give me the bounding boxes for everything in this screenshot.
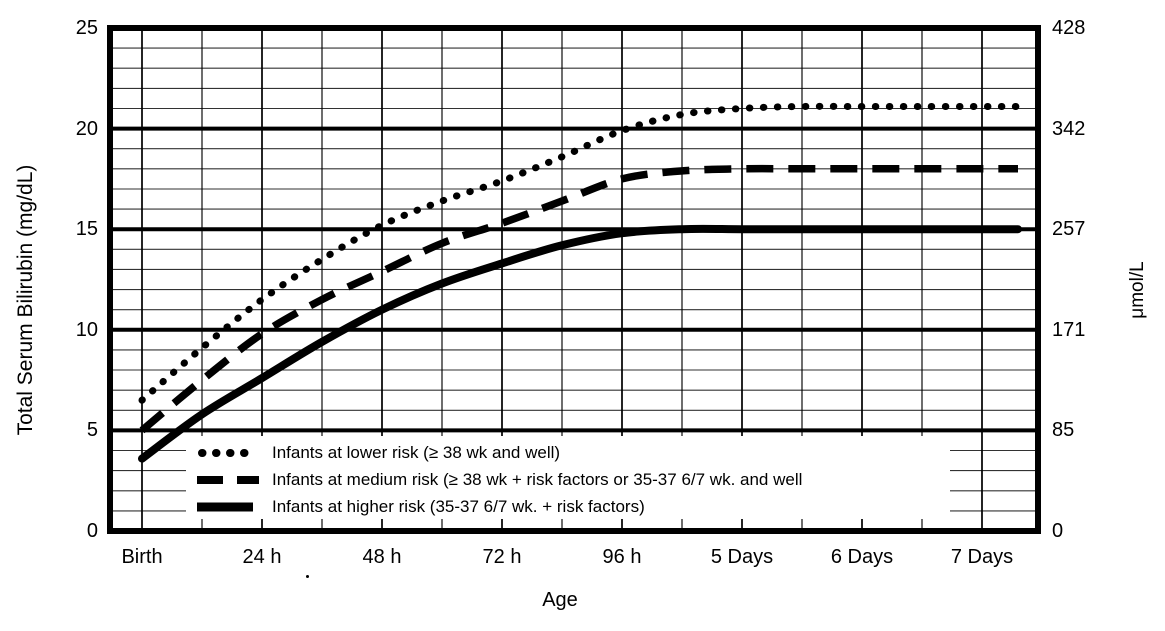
y-right-tick-0: 0 <box>1052 520 1064 542</box>
y-right-tick-342: 342 <box>1052 118 1086 140</box>
x-tick-24-h: 24 h <box>242 546 282 568</box>
x-axis-title: Age <box>542 589 578 611</box>
x-tick-48-h: 48 h <box>362 546 402 568</box>
y-right-tick-428: 428 <box>1052 17 1086 39</box>
risk-curves <box>138 102 1022 463</box>
y-right-tick-85: 85 <box>1052 419 1075 441</box>
x-tick-birth: Birth <box>121 546 163 568</box>
x-tick-96-h: 96 h <box>602 546 642 568</box>
legend-label-lower-risk: Infants at lower risk (≥ 38 wk and well) <box>272 443 561 462</box>
y-left-tick-5: 5 <box>86 419 98 441</box>
plot-frame <box>107 25 1041 534</box>
x-tick-5-days: 5 Days <box>710 546 774 568</box>
y-axis-left-title: Total Serum Bilirubin (mg/dL) <box>14 164 37 436</box>
curve-infants-medium-risk <box>139 164 1018 434</box>
legend-item-higher-risk: Infants at higher risk (35-37 6/7 wk. + … <box>197 496 645 518</box>
y-left-tick-20: 20 <box>75 118 98 140</box>
legend-key-dashed-line <box>197 476 259 484</box>
y-left-tick-15: 15 <box>75 218 98 240</box>
x-tick-6-days: 6 Days <box>830 546 894 568</box>
y-axis-right-title: μmol/L <box>1127 261 1148 319</box>
legend-item-medium-risk: Infants at medium risk (≥ 38 wk + risk f… <box>197 469 802 491</box>
x-tick-72-h: 72 h <box>482 546 522 568</box>
y-left-tick-0: 0 <box>86 520 98 542</box>
y-right-tick-257: 257 <box>1052 218 1086 240</box>
legend: Infants at lower risk (≥ 38 wk and well)… <box>186 436 950 519</box>
legend-key-solid-line <box>197 502 253 512</box>
y-left-tick-25: 25 <box>75 17 98 39</box>
scan-speck-artifact <box>306 575 309 578</box>
legend-label-medium-risk: Infants at medium risk (≥ 38 wk + risk f… <box>272 470 803 489</box>
legend-label-higher-risk: Infants at higher risk (35-37 6/7 wk. + … <box>272 497 645 516</box>
curve-infants-lower-risk <box>138 102 1022 404</box>
legend-item-lower-risk: Infants at lower risk (≥ 38 wk and well) <box>197 442 560 464</box>
legend-key-dotted-line <box>198 449 259 457</box>
x-tick-7-days: 7 Days <box>950 546 1014 568</box>
gridlines-horizontal-minor <box>113 47 1035 512</box>
curve-infants-higher-risk <box>138 224 1022 463</box>
y-left-tick-10: 10 <box>75 319 98 341</box>
y-right-tick-171: 171 <box>1052 319 1086 341</box>
